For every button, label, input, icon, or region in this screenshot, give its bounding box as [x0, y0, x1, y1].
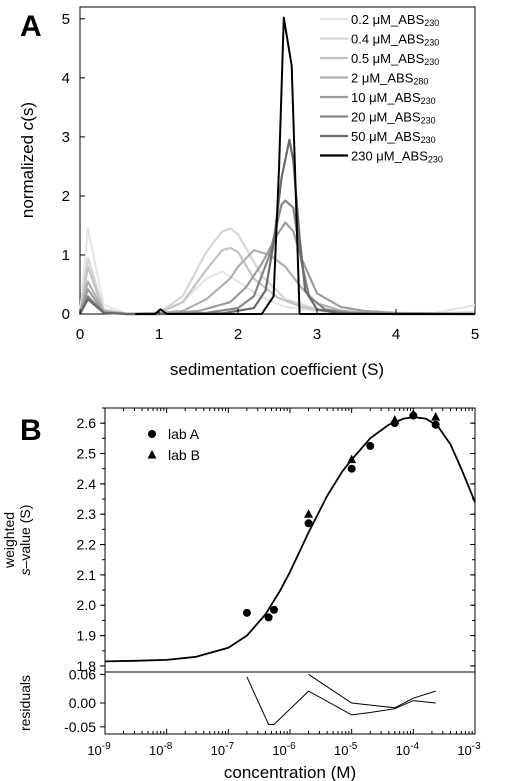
panel-b-y-tick-label: 1.8	[77, 658, 97, 674]
panel-b-y-tick-label: 2.0	[77, 597, 97, 613]
panel-b-x-tick-label: 10-7	[211, 741, 235, 758]
panel-b-point-lab-a	[269, 605, 278, 614]
panel-a-x-tick-label: 5	[471, 326, 479, 343]
panel-a-legend-label: 2 μM_ABS280	[351, 71, 428, 87]
panel-b-legend-marker-triangle	[147, 450, 157, 459]
panel-a-series-line	[78, 227, 476, 316]
panel-a-y-tick-label: 1	[62, 247, 70, 264]
panel-b-y-tick-label: 2.5	[77, 446, 97, 462]
panel-a-series-line	[135, 16, 475, 315]
panel-b-fit-curve	[104, 416, 476, 663]
panel-b-x-tick-label: 10-8	[149, 741, 173, 758]
panel-b-x-tick-label: 10-5	[334, 741, 358, 758]
panel-b-point-lab-a	[264, 613, 273, 622]
panel-b-y-axis-label-line1: weighted	[1, 512, 17, 569]
panel-b-point-lab-b	[304, 509, 314, 518]
panel-b-letter: B	[20, 414, 42, 447]
panel-b-legend-label: lab B	[168, 447, 200, 463]
panel-b-point-lab-b	[390, 415, 400, 424]
panel-a-legend-label: 0.5 μM_ABS230	[351, 51, 439, 67]
panel-a-legend-label: 50 μM_ABS230	[351, 129, 436, 145]
panel-b-y-tick-label: 2.4	[77, 476, 97, 492]
panel-a-y-tick-label: 3	[62, 129, 70, 146]
panel-b-y-tick-label: 1.9	[77, 628, 97, 644]
panel-b-y-tick-label: 2.6	[77, 415, 97, 431]
panel-a-plot-frame	[79, 6, 476, 315]
panel-a-legend-label: 0.4 μM_ABS230	[351, 32, 439, 48]
panel-b-x-tick-label: 10-9	[87, 741, 111, 758]
panel-b-point-lab-a	[347, 464, 356, 473]
panel-a-x-axis-label: sedimentation coefficient (S)	[170, 360, 384, 379]
panel-a-legend-label: 230 μM_ABS230	[351, 149, 443, 165]
panel-a-y-tick-label: 2	[62, 188, 70, 205]
panel-a-y-axis-label: normalized c(s)	[18, 102, 37, 218]
panel-b-y-tick-label: 2.3	[77, 506, 97, 522]
panel-b-x-axis-label: concentration (M)	[224, 763, 356, 781]
panel-b-point-lab-b	[347, 454, 357, 464]
panel-b-y-tick-label: 2.1	[77, 567, 97, 583]
panel-b-point-lab-b	[431, 412, 441, 421]
panel-b-x-tick-label: 10-3	[457, 741, 481, 758]
panel-b-legend-marker-circle	[148, 430, 156, 438]
panel-a-y-tick-label: 5	[62, 11, 70, 28]
panel-b-residual-frame	[104, 671, 476, 735]
panel-a-x-tick-label: 4	[392, 326, 400, 343]
panel-b-x-tick-label: 10-6	[272, 741, 296, 758]
panel-b-residual-tick-label: 0.06	[69, 666, 96, 682]
panel-b-residual-tick-label: -0.05	[64, 719, 96, 735]
panel-b-residual-line	[246, 676, 436, 725]
panel-a-y-tick-label: 4	[62, 70, 70, 87]
panel-b-legend-label: lab A	[168, 426, 200, 442]
panel-b-point-lab-b	[408, 409, 418, 418]
panel-b-chart: 10-9 10-8 10-7 10-6 10-5 10-4 10-3 1.8 1.9 2.0 2.1…	[1, 407, 481, 781]
panel-a-series-line	[78, 221, 476, 316]
panel-b-residuals-label: residuals	[17, 675, 33, 731]
panel-b-residual-tick-label: 0.00	[69, 695, 96, 711]
panel-b-point-lab-a	[242, 608, 251, 617]
panel-a-y-tick-label: 0	[62, 306, 70, 323]
panel-a-x-tick-label: 3	[313, 326, 321, 343]
panel-b-point-lab-a	[304, 519, 313, 528]
panel-b-plot-frame	[104, 407, 476, 673]
panel-a-series-line	[78, 227, 476, 316]
panel-b-residual-line	[308, 673, 436, 709]
panel-b-y-axis-label-line2: s–value (S)	[17, 505, 33, 576]
panel-a-x-tick-label: 1	[155, 326, 163, 343]
panel-b-y-tick-label: 2.2	[77, 537, 97, 553]
panel-b-point-lab-a	[366, 441, 375, 450]
panel-b-x-tick-label: 10-4	[396, 741, 420, 758]
panel-a-legend-label: 10 μM_ABS230	[351, 90, 436, 106]
panel-a-legend-label: 20 μM_ABS230	[351, 110, 436, 126]
panel-a-legend: 0.2 μM_ABS230 0.4 μM_ABS230 0.5 μM_ABS230 2…	[320, 12, 443, 165]
panel-a-x-tick-label: 0	[76, 326, 84, 343]
panel-a-legend-label: 0.2 μM_ABS230	[351, 12, 439, 28]
panel-a-letter: A	[20, 10, 42, 43]
panel-b-point-lab-a	[431, 420, 440, 429]
panel-a-x-tick-label: 2	[234, 326, 242, 343]
panel-b-legend: lab A lab B	[147, 426, 200, 463]
